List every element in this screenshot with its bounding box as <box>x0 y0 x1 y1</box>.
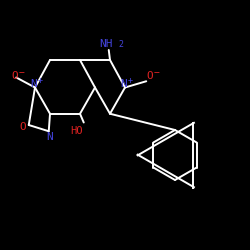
Text: N: N <box>120 79 127 89</box>
Text: O: O <box>20 122 26 132</box>
Text: HO: HO <box>70 126 82 136</box>
Text: NH: NH <box>100 39 113 49</box>
Text: N: N <box>30 79 37 89</box>
Text: 2: 2 <box>118 40 123 49</box>
Text: −: − <box>19 68 25 78</box>
Text: +: + <box>38 76 43 85</box>
Text: −: − <box>154 68 160 78</box>
Text: O: O <box>12 71 18 81</box>
Text: +: + <box>128 76 133 85</box>
Text: N: N <box>46 132 54 142</box>
Text: O: O <box>146 71 154 81</box>
